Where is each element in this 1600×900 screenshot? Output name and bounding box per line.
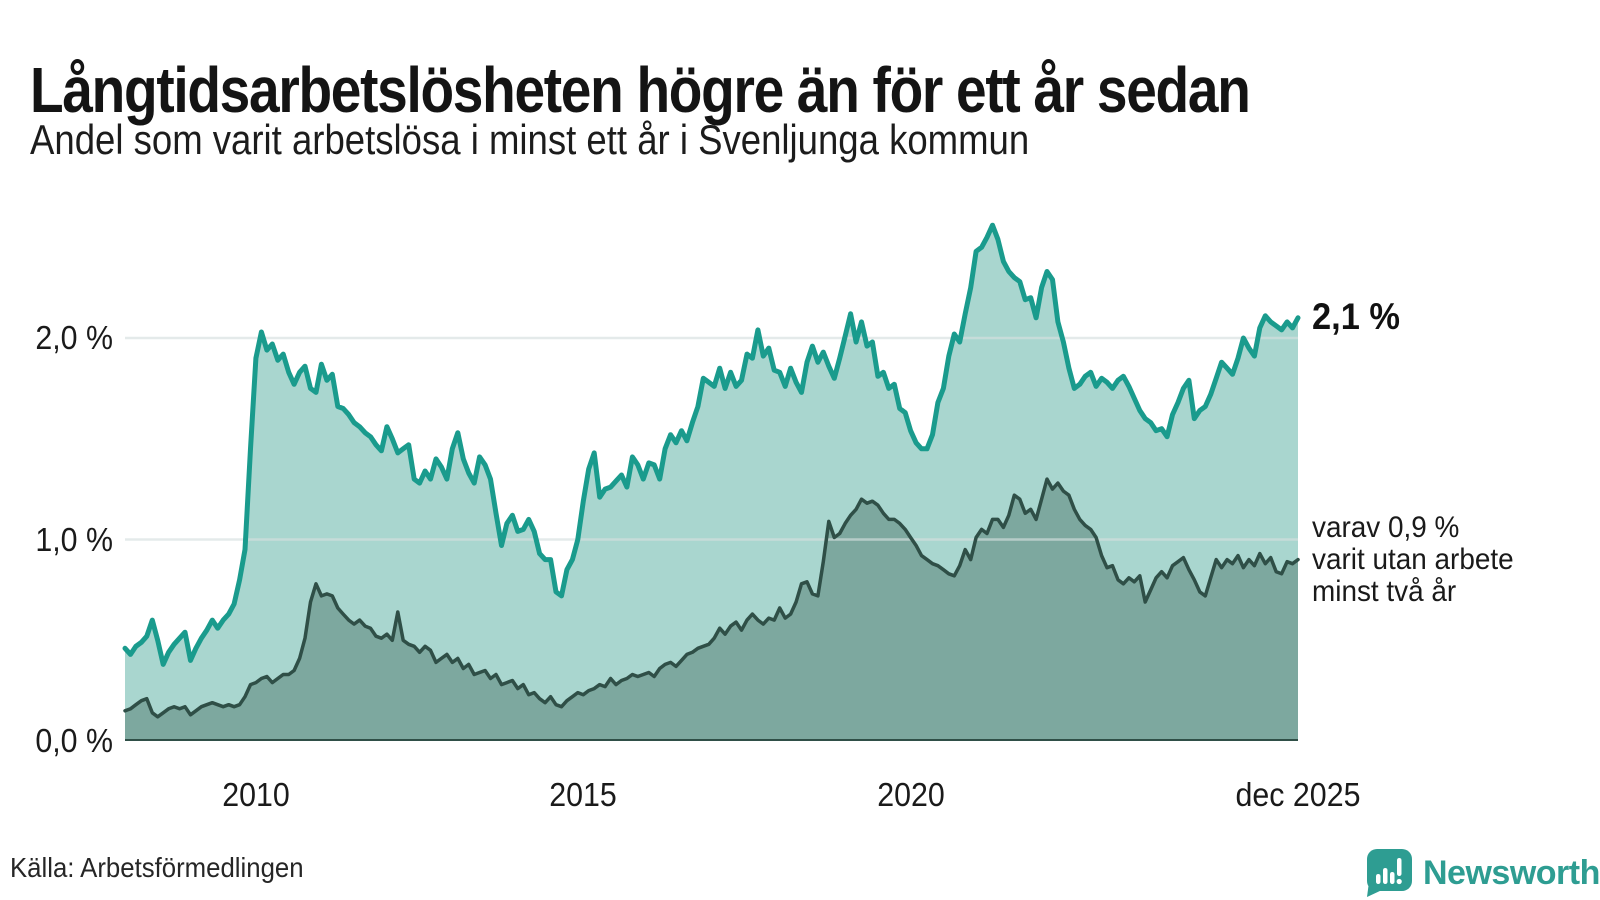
x-tick-label: 2020: [877, 776, 945, 813]
brand-name: Newsworthy: [1423, 853, 1600, 892]
y-tick-label: 0,0 %: [35, 722, 113, 759]
secondary-series-annotation: varav 0,9 % varit utan arbete minst två …: [1312, 512, 1514, 608]
source-caption: Källa: Arbetsförmedlingen: [10, 852, 304, 883]
annotation-line: minst två år: [1312, 575, 1457, 608]
series-end-value-label: 2,1 %: [1312, 296, 1401, 337]
newsworthy-logo-icon: [1367, 849, 1412, 897]
x-tick-label: 2010: [222, 776, 290, 813]
y-tick-label: 1,0 %: [35, 521, 113, 558]
x-tick-label: 2015: [549, 776, 617, 813]
page-title: Långtidsarbetslösheten högre än för ett …: [30, 53, 1251, 126]
brand-logo: Newsworthy: [1360, 848, 1600, 898]
annotation-line: varav 0,9 %: [1312, 511, 1460, 544]
chart-subtitle: Andel som varit arbetslösa i minst ett å…: [30, 116, 1030, 163]
annotation-line: varit utan arbete: [1312, 543, 1514, 576]
x-tick-label: dec 2025: [1235, 776, 1361, 813]
y-tick-label: 2,0 %: [35, 319, 113, 356]
